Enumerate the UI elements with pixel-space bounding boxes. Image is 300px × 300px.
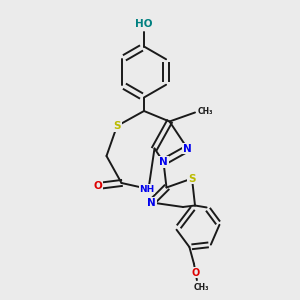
Text: HO: HO [135,19,153,29]
Text: O: O [93,181,102,191]
Text: S: S [188,173,196,184]
Text: O: O [191,268,200,278]
Text: NH: NH [140,184,154,194]
Text: CH₃: CH₃ [198,106,213,116]
Text: CH₃: CH₃ [194,283,209,292]
Text: S: S [113,121,121,131]
Text: N: N [147,197,156,208]
Text: N: N [159,157,168,167]
Text: N: N [183,143,192,154]
